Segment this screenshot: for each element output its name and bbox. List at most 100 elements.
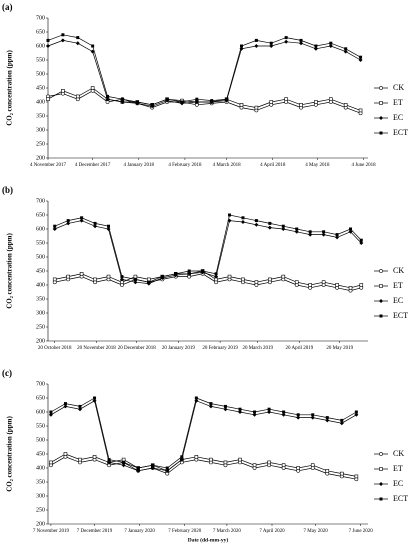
marker	[295, 227, 299, 231]
legend-label: ET	[393, 98, 403, 107]
x-tick-label: 4 May 2018	[305, 163, 330, 168]
x-tick-label: 7 November 2019	[33, 529, 70, 534]
marker	[61, 33, 65, 37]
marker	[201, 269, 205, 273]
panel: (c) CO₂ concentration (ppm) 200 250 300 350 40…	[2, 368, 408, 543]
y-tick-label: 400	[36, 465, 45, 471]
marker	[241, 216, 245, 220]
marker	[225, 97, 229, 101]
marker	[223, 407, 228, 412]
y-tick-label: 450	[36, 451, 45, 457]
marker	[180, 100, 184, 104]
marker	[52, 277, 57, 282]
marker	[325, 468, 330, 473]
marker	[49, 410, 53, 414]
marker	[238, 410, 242, 414]
marker	[238, 407, 242, 411]
marker	[238, 457, 242, 462]
marker	[321, 280, 326, 285]
marker	[93, 224, 98, 229]
marker	[281, 227, 286, 231]
y-tick-label: 650	[36, 395, 45, 401]
marker	[209, 457, 213, 462]
marker	[241, 277, 245, 282]
marker	[269, 41, 273, 45]
marker	[107, 224, 111, 228]
marker	[66, 274, 70, 279]
x-tick-label: 7 December 2019	[77, 529, 113, 534]
panel-label: (a)	[2, 2, 13, 12]
y-tick-label: 350	[36, 296, 45, 302]
x-tick-label: 20 March 2019	[242, 346, 273, 351]
marker	[322, 230, 326, 234]
marker	[284, 39, 289, 44]
marker	[179, 457, 184, 462]
x-tick-label: 4 April 2018	[260, 163, 286, 168]
marker	[147, 277, 151, 282]
legend-marker	[379, 131, 383, 135]
marker	[91, 44, 95, 48]
legend-marker	[379, 284, 383, 288]
marker	[254, 219, 258, 223]
y-tick-label: 550	[36, 423, 45, 429]
marker	[359, 283, 364, 287]
marker	[299, 103, 303, 107]
marker	[349, 227, 353, 231]
legend-label: ECT	[393, 311, 408, 320]
marker	[223, 460, 228, 465]
x-tick-label: 7 March 2020	[213, 529, 242, 534]
y-tick-label: 450	[36, 268, 45, 274]
marker	[296, 413, 300, 417]
marker	[46, 44, 50, 48]
y-tick-label: 300	[36, 127, 45, 133]
y-tick-label: 250	[36, 507, 45, 513]
marker	[121, 457, 126, 462]
marker	[223, 404, 227, 408]
marker	[358, 108, 363, 113]
series-line	[54, 214, 362, 283]
marker	[151, 463, 155, 467]
legend-marker	[379, 299, 383, 303]
marker	[133, 277, 137, 281]
marker	[308, 230, 312, 234]
marker	[147, 280, 151, 284]
y-tick-label: 350	[36, 479, 45, 485]
x-tick-label: 20 April 2019	[286, 346, 314, 351]
marker	[210, 99, 214, 103]
x-tick-label: 4 March 2018	[213, 163, 242, 168]
marker	[105, 97, 110, 102]
marker	[254, 38, 258, 42]
marker	[252, 412, 257, 417]
y-tick-label: 250	[36, 141, 45, 147]
marker	[239, 44, 243, 48]
y-tick-label: 600	[36, 409, 45, 415]
x-tick-label: 7 February 2020	[168, 529, 202, 534]
y-tick-label: 300	[36, 493, 45, 499]
marker	[93, 221, 97, 225]
marker	[135, 100, 139, 104]
legend-marker	[379, 467, 383, 471]
legend-label: EC	[393, 296, 403, 305]
marker	[340, 471, 344, 476]
marker	[160, 275, 164, 279]
marker	[46, 97, 50, 101]
series-line	[50, 456, 357, 480]
marker	[314, 100, 318, 104]
marker	[187, 269, 191, 273]
x-tick-label: 4 December 2017	[75, 163, 111, 168]
marker	[344, 47, 348, 51]
y-tick-label: 700	[36, 198, 45, 204]
marker	[348, 229, 353, 234]
y-tick-label: 600	[36, 226, 45, 232]
y-tick-label: 600	[36, 43, 45, 49]
series-line	[47, 90, 361, 114]
y-tick-label: 200	[36, 521, 45, 527]
marker	[313, 46, 318, 51]
marker	[335, 235, 340, 240]
marker	[299, 41, 304, 46]
legend-marker	[379, 314, 383, 318]
y-tick-label: 550	[36, 57, 45, 63]
marker	[328, 97, 333, 101]
marker	[284, 97, 288, 101]
marker	[120, 97, 124, 101]
